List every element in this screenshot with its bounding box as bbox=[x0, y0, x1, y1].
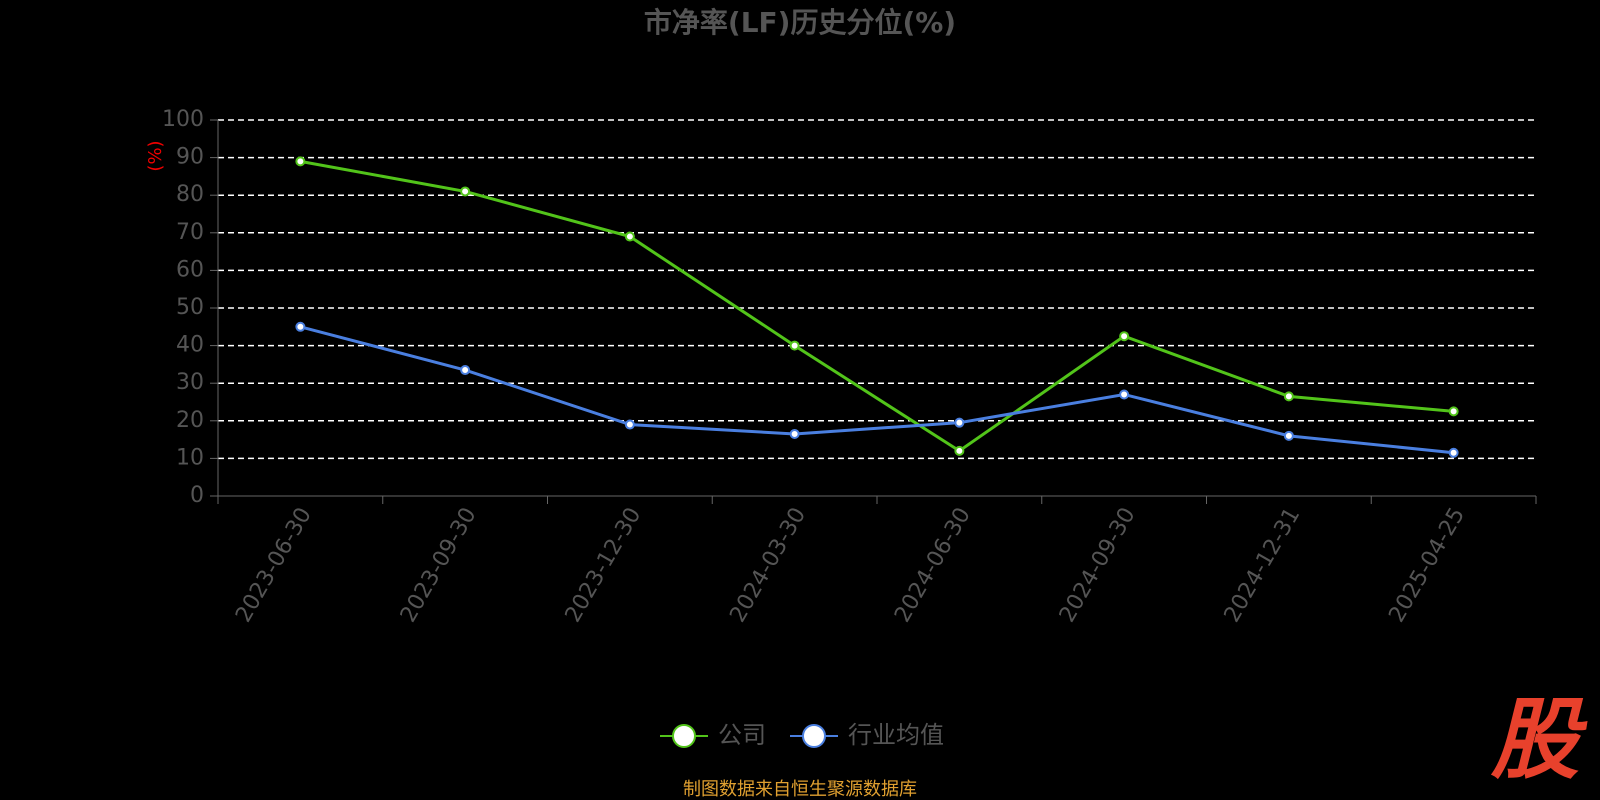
point bbox=[624, 231, 635, 242]
point bbox=[1448, 406, 1459, 417]
y-tick-label: 10 bbox=[176, 445, 204, 470]
y-tick-label: 70 bbox=[176, 220, 204, 245]
point bbox=[1119, 389, 1130, 400]
y-axis-label: (%) bbox=[145, 140, 166, 171]
y-tick-label: 90 bbox=[176, 145, 204, 170]
y-tick-label: 20 bbox=[176, 408, 204, 433]
point bbox=[789, 340, 800, 351]
series-line bbox=[299, 325, 1454, 455]
legend-label: 行业均值 bbox=[848, 721, 944, 749]
point bbox=[1283, 430, 1294, 441]
point bbox=[295, 156, 306, 167]
legend-marker bbox=[802, 724, 826, 748]
point bbox=[624, 419, 635, 430]
watermark: 股 bbox=[1490, 688, 1588, 791]
point bbox=[460, 365, 471, 376]
y-tick-label: 60 bbox=[176, 257, 204, 282]
point bbox=[460, 186, 471, 197]
point bbox=[789, 428, 800, 439]
point bbox=[1119, 331, 1130, 342]
y-tick-label: 50 bbox=[176, 295, 204, 320]
point bbox=[1448, 447, 1459, 458]
point bbox=[295, 321, 306, 332]
y-tick-label: 30 bbox=[176, 370, 204, 395]
series-line bbox=[300, 159, 1454, 453]
legend-label: 公司 bbox=[718, 721, 766, 749]
point bbox=[954, 417, 965, 428]
chart-title: 市净率(LF)历史分位(%) bbox=[644, 6, 956, 39]
y-tick-label: 40 bbox=[176, 333, 204, 358]
source-note: 制图数据来自恒生聚源数据库 bbox=[683, 779, 917, 800]
point bbox=[1283, 391, 1294, 402]
y-tick-label: 100 bbox=[162, 107, 204, 132]
y-tick-label: 0 bbox=[190, 483, 204, 508]
y-tick-label: 80 bbox=[176, 182, 204, 207]
point bbox=[954, 445, 965, 456]
legend-marker bbox=[672, 724, 696, 748]
